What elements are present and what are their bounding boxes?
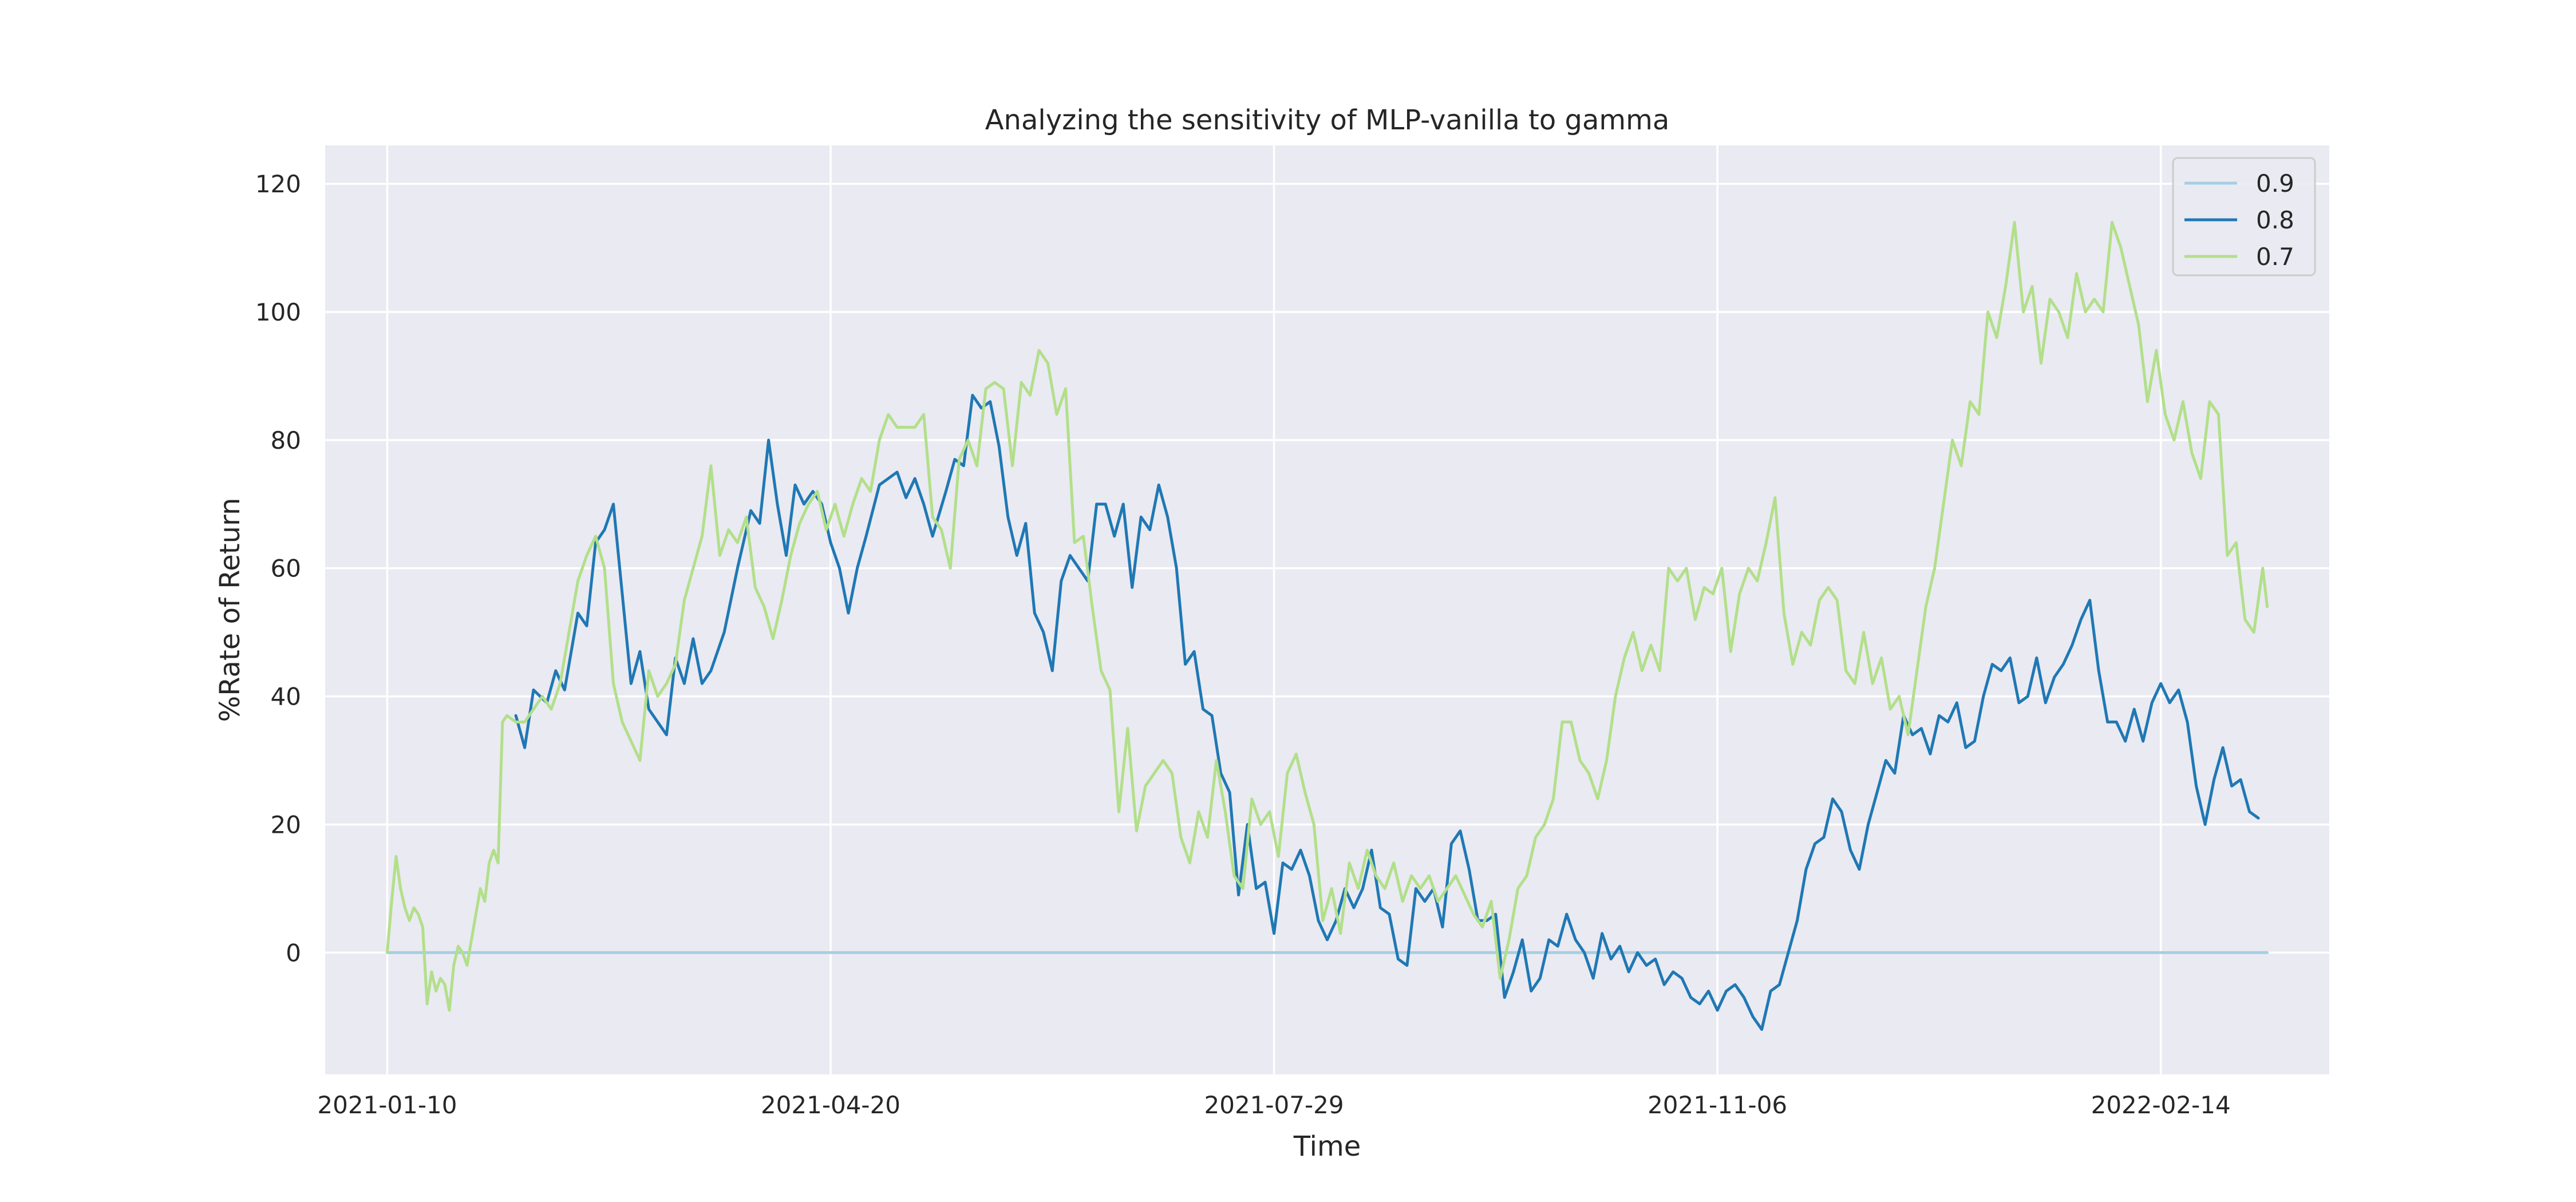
plot-area (325, 145, 2329, 1074)
legend-label: 0.8 (2256, 206, 2294, 234)
x-tick-label: 2021-07-29 (1204, 1091, 1344, 1119)
y-axis-ticks: 0 20 40 60 80 100 120 (255, 170, 301, 967)
y-tick-label: 100 (255, 298, 301, 326)
legend-label: 0.9 (2256, 169, 2294, 197)
y-tick-label: 60 (271, 555, 301, 583)
legend: 0.9 0.8 0.7 (2172, 157, 2316, 276)
y-tick-label: 20 (271, 810, 301, 839)
x-tick-label: 2022-02-14 (2091, 1091, 2231, 1119)
y-axis-label: %Rate of Return (214, 498, 246, 722)
x-tick-label: 2021-01-10 (317, 1091, 457, 1119)
x-tick-label: 2021-04-20 (761, 1091, 900, 1119)
x-tick-label: 2021-11-06 (1647, 1091, 1787, 1119)
series-layer (385, 220, 2269, 1031)
x-axis-label: Time (1293, 1130, 1361, 1163)
y-tick-label: 120 (255, 170, 301, 198)
y-tick-label: 40 (271, 683, 301, 711)
y-tick-label: 0 (286, 939, 301, 967)
x-axis-ticks: 2021-01-10 2021-04-20 2021-07-29 2021-11-06… (317, 1091, 2230, 1119)
y-tick-label: 80 (271, 426, 301, 454)
series-line-0-7 (385, 220, 2269, 1012)
legend-label: 0.7 (2256, 243, 2294, 271)
legend-frame (2172, 157, 2316, 276)
chart-title: Analyzing the sensitivity of MLP-vanilla… (985, 104, 1670, 136)
